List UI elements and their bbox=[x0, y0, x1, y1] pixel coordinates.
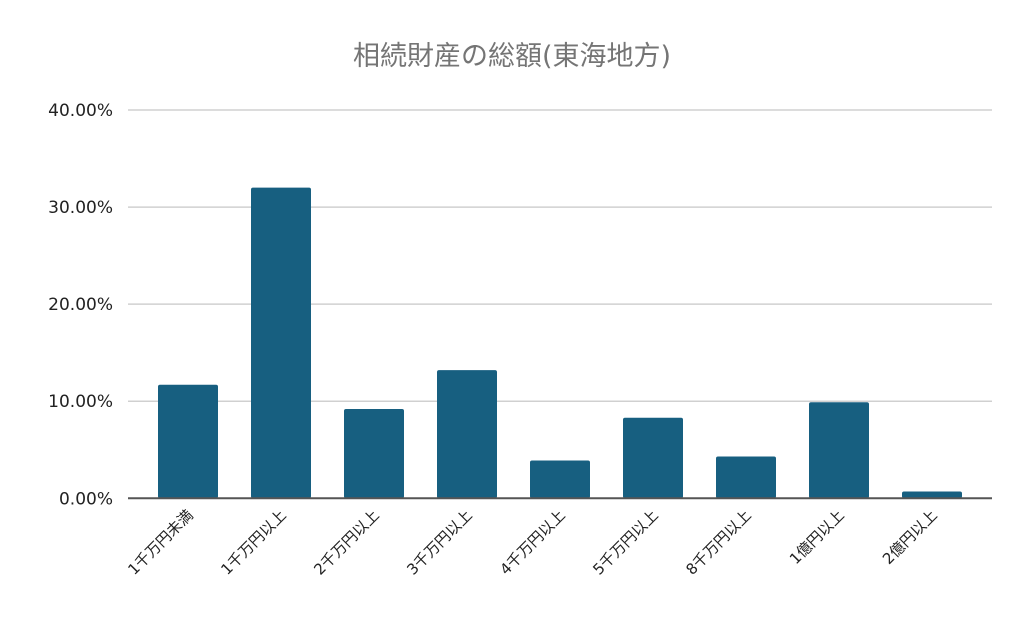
x-tick-label: 2億円以上 bbox=[879, 506, 941, 568]
x-tick-label: 5千万円以上 bbox=[589, 506, 662, 579]
bar bbox=[623, 417, 683, 499]
x-tick-label: 8千万円以上 bbox=[682, 506, 755, 579]
bar bbox=[437, 370, 497, 499]
bar bbox=[251, 187, 311, 499]
bars bbox=[158, 187, 962, 499]
chart-title: 相続財産の総額(東海地方) bbox=[353, 41, 671, 72]
y-tick-label: 30.00% bbox=[48, 198, 113, 218]
bar bbox=[158, 384, 218, 499]
y-tick-label: 40.00% bbox=[48, 101, 113, 121]
bar bbox=[809, 402, 869, 499]
bar bbox=[902, 491, 962, 499]
bar bbox=[530, 460, 590, 499]
y-tick-label: 20.00% bbox=[48, 295, 113, 315]
y-tick-label: 0.00% bbox=[59, 489, 113, 509]
bar bbox=[344, 408, 404, 499]
y-tick-label: 10.00% bbox=[48, 392, 113, 412]
x-axis-ticks: 1千万円未満 1千万円以上 2千万円以上 3千万円以上 4千万円以上 5千万円以上 8千万円… bbox=[124, 506, 941, 579]
x-tick-label: 4千万円以上 bbox=[496, 506, 569, 579]
x-tick-label: 3千万円以上 bbox=[403, 506, 476, 579]
x-tick-label: 1億円以上 bbox=[786, 506, 848, 568]
x-tick-label: 1千万円以上 bbox=[217, 506, 290, 579]
bar bbox=[716, 456, 776, 499]
x-tick-label: 1千万円未満 bbox=[124, 506, 197, 579]
x-tick-label: 2千万円以上 bbox=[310, 506, 383, 579]
y-axis-ticks: 0.00% 10.00% 20.00% 30.00% 40.00% bbox=[48, 101, 113, 509]
